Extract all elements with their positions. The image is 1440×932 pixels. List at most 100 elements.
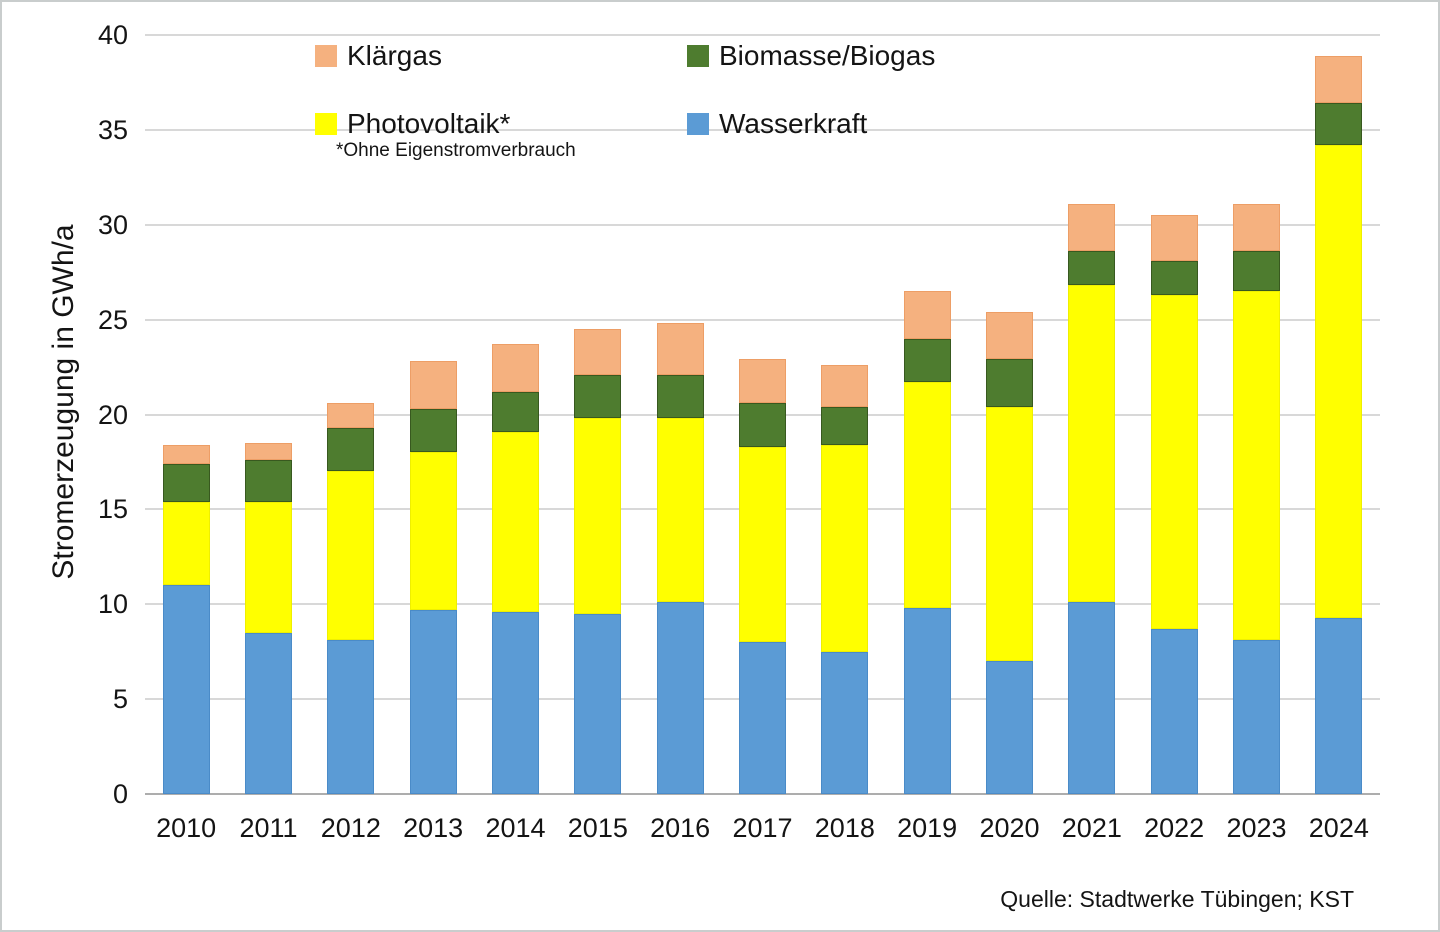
bar-segment-biomasse-biogas-2021 [1068, 251, 1116, 286]
x-tick-label-2013: 2013 [403, 813, 464, 843]
bar-segment-wasserkraft-2022 [1150, 628, 1198, 794]
gridline-30 [145, 223, 1380, 226]
bar-segment-wasserkraft-2010 [162, 585, 210, 794]
bar-segment-photovoltaik-2024 [1315, 145, 1363, 618]
bar-segment-klaergas-2012 [327, 403, 375, 428]
bar-segment-biomasse-biogas-2022 [1150, 260, 1198, 295]
bar-segment-biomasse-biogas-2023 [1233, 251, 1280, 292]
x-tick-label-2021: 2021 [1061, 813, 1122, 843]
legend-footnote: *Ohne Eigenstromverbrauch [336, 140, 576, 161]
x-axis-tick-labels: 2010 2011 2012 2013 2014 2015 2016 2017 2018 2019… [145, 808, 1380, 852]
y-tick-label-10: 10 [97, 589, 128, 620]
y-tick-label-40: 40 [97, 20, 128, 50]
plot-area [145, 34, 1380, 795]
bar-segment-wasserkraft-2021 [1068, 602, 1116, 794]
legend-label: Wasserkraft [719, 108, 868, 139]
bar-segment-biomasse-biogas-2014 [492, 391, 539, 432]
x-tick-label-2019: 2019 [897, 813, 958, 843]
bar-segment-wasserkraft-2018 [821, 651, 869, 794]
bar-segment-biomasse-biogas-2016 [656, 374, 704, 419]
bar-segment-photovoltaik-2016 [656, 418, 704, 603]
legend-item-klaergas: Klärgas [315, 39, 442, 73]
bar-segment-klaergas-2016 [656, 323, 704, 375]
y-tick-label-5: 5 [112, 684, 128, 715]
x-tick-label-2011: 2011 [239, 813, 298, 843]
source-note: Quelle: Stadtwerke Tübingen; KST [1000, 886, 1354, 912]
bar-segment-photovoltaik-2020 [986, 406, 1033, 662]
x-tick-label-2015: 2015 [567, 813, 628, 843]
bar-segment-klaergas-2020 [986, 312, 1033, 360]
bar-segment-wasserkraft-2017 [739, 642, 786, 794]
bar-segment-photovoltaik-2023 [1233, 291, 1280, 641]
bar-segment-wasserkraft-2014 [492, 611, 539, 794]
bar-segment-biomasse-biogas-2011 [245, 460, 292, 502]
legend-label: Klärgas [347, 40, 442, 71]
bar-segment-wasserkraft-2019 [903, 608, 951, 794]
bar-segment-photovoltaik-2021 [1068, 285, 1116, 603]
bar-segment-klaergas-2010 [162, 444, 210, 464]
bar-2016 [656, 35, 704, 794]
bar-segment-photovoltaik-2010 [162, 501, 210, 586]
x-tick-label-2018: 2018 [814, 813, 875, 843]
bar-segment-klaergas-2018 [821, 365, 869, 407]
bar-2010 [162, 35, 210, 794]
y-tick-label-0: 0 [112, 779, 128, 809]
bar-2011 [245, 35, 292, 794]
bar-segment-photovoltaik-2011 [245, 501, 292, 633]
bar-segment-biomasse-biogas-2012 [327, 427, 375, 472]
bar-segment-photovoltaik-2019 [903, 382, 951, 609]
bar-segment-klaergas-2021 [1068, 203, 1116, 252]
bar-segment-klaergas-2024 [1315, 55, 1363, 104]
legend-label: Photovoltaik* [347, 108, 511, 139]
bar-segment-photovoltaik-2013 [409, 452, 457, 610]
y-tick-label-35: 35 [97, 114, 128, 145]
bar-segment-wasserkraft-2016 [656, 602, 704, 794]
legend-label: Biomasse/Biogas [719, 40, 936, 71]
x-tick-label-2017: 2017 [732, 813, 793, 843]
bar-segment-klaergas-2014 [492, 344, 539, 392]
bar-segment-wasserkraft-2015 [574, 613, 622, 794]
bar-2024 [1315, 35, 1363, 794]
x-tick-label-2022: 2022 [1144, 813, 1205, 843]
bar-segment-biomasse-biogas-2010 [162, 463, 210, 502]
y-tick-label-20: 20 [97, 399, 128, 430]
x-tick-label-2014: 2014 [485, 813, 546, 843]
bar-segment-wasserkraft-2012 [327, 640, 375, 794]
bar-segment-klaergas-2015 [574, 329, 622, 375]
bar-segment-wasserkraft-2023 [1233, 640, 1280, 794]
bar-segment-wasserkraft-2011 [245, 632, 292, 794]
legend-item-biomasse-biogas: Biomasse/Biogas [687, 39, 935, 73]
bar-segment-biomasse-biogas-2015 [574, 374, 622, 419]
x-tick-label-2024: 2024 [1308, 813, 1369, 843]
gridline-25 [145, 318, 1380, 321]
bar-segment-wasserkraft-2024 [1315, 617, 1363, 794]
bar-segment-photovoltaik-2014 [492, 431, 539, 612]
x-tick-label-2016: 2016 [650, 813, 711, 843]
bar-segment-biomasse-biogas-2020 [986, 359, 1033, 407]
bar-segment-photovoltaik-2022 [1150, 294, 1198, 629]
x-tick-label-2010: 2010 [156, 813, 217, 843]
bar-segment-biomasse-biogas-2017 [739, 403, 786, 447]
bar-segment-klaergas-2023 [1233, 203, 1280, 252]
bar-segment-klaergas-2017 [739, 359, 786, 404]
bar-2013 [409, 35, 457, 794]
gridline-40 [145, 34, 1380, 36]
gridline-35 [145, 128, 1380, 131]
bar-segment-klaergas-2013 [409, 361, 457, 409]
bar-segment-photovoltaik-2015 [574, 418, 622, 614]
bar-2014 [492, 35, 539, 794]
bar-2019 [903, 35, 951, 794]
bar-segment-biomasse-biogas-2018 [821, 406, 869, 445]
y-tick-label-25: 25 [97, 304, 128, 335]
y-tick-label-30: 30 [97, 209, 128, 240]
x-tick-label-2023: 2023 [1226, 813, 1287, 843]
bar-segment-biomasse-biogas-2013 [409, 408, 457, 453]
bar-segment-klaergas-2022 [1150, 215, 1198, 261]
x-axis-line [145, 793, 1380, 795]
bar-segment-wasserkraft-2020 [986, 661, 1033, 794]
bar-segment-biomasse-biogas-2019 [903, 338, 951, 383]
bar-segment-biomasse-biogas-2024 [1315, 103, 1363, 146]
bar-2018 [821, 35, 869, 794]
biomasse-swatch-icon [687, 45, 709, 67]
bar-2017 [739, 35, 786, 794]
